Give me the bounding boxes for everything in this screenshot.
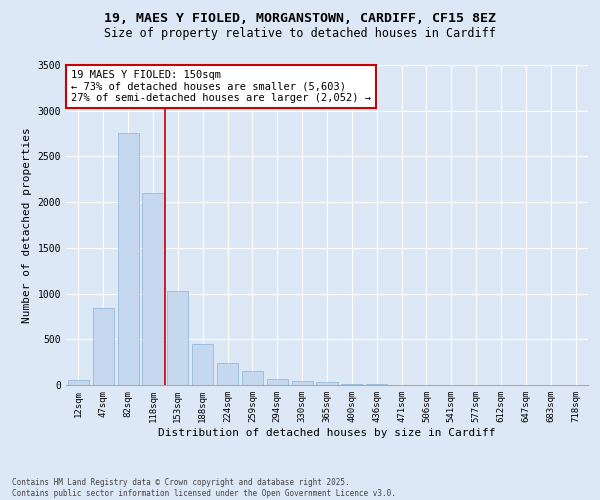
Bar	[167, 291, 188, 385]
Bar	[192, 344, 213, 385]
Y-axis label: Number of detached properties: Number of detached properties	[22, 127, 32, 323]
Bar	[292, 382, 313, 385]
Bar	[93, 308, 114, 385]
Bar	[267, 379, 288, 385]
Bar	[316, 382, 338, 385]
Bar	[217, 362, 238, 385]
Bar	[118, 132, 139, 385]
Bar	[242, 371, 263, 385]
Bar	[341, 384, 362, 385]
Text: 19, MAES Y FIOLED, MORGANSTOWN, CARDIFF, CF15 8EZ: 19, MAES Y FIOLED, MORGANSTOWN, CARDIFF,…	[104, 12, 496, 26]
Text: Size of property relative to detached houses in Cardiff: Size of property relative to detached ho…	[104, 28, 496, 40]
Bar	[68, 380, 89, 385]
Bar	[366, 384, 387, 385]
Bar	[142, 193, 164, 385]
Text: 19 MAES Y FIOLED: 150sqm
← 73% of detached houses are smaller (5,603)
27% of sem: 19 MAES Y FIOLED: 150sqm ← 73% of detach…	[71, 70, 371, 103]
X-axis label: Distribution of detached houses by size in Cardiff: Distribution of detached houses by size …	[158, 428, 496, 438]
Text: Contains HM Land Registry data © Crown copyright and database right 2025.
Contai: Contains HM Land Registry data © Crown c…	[12, 478, 396, 498]
